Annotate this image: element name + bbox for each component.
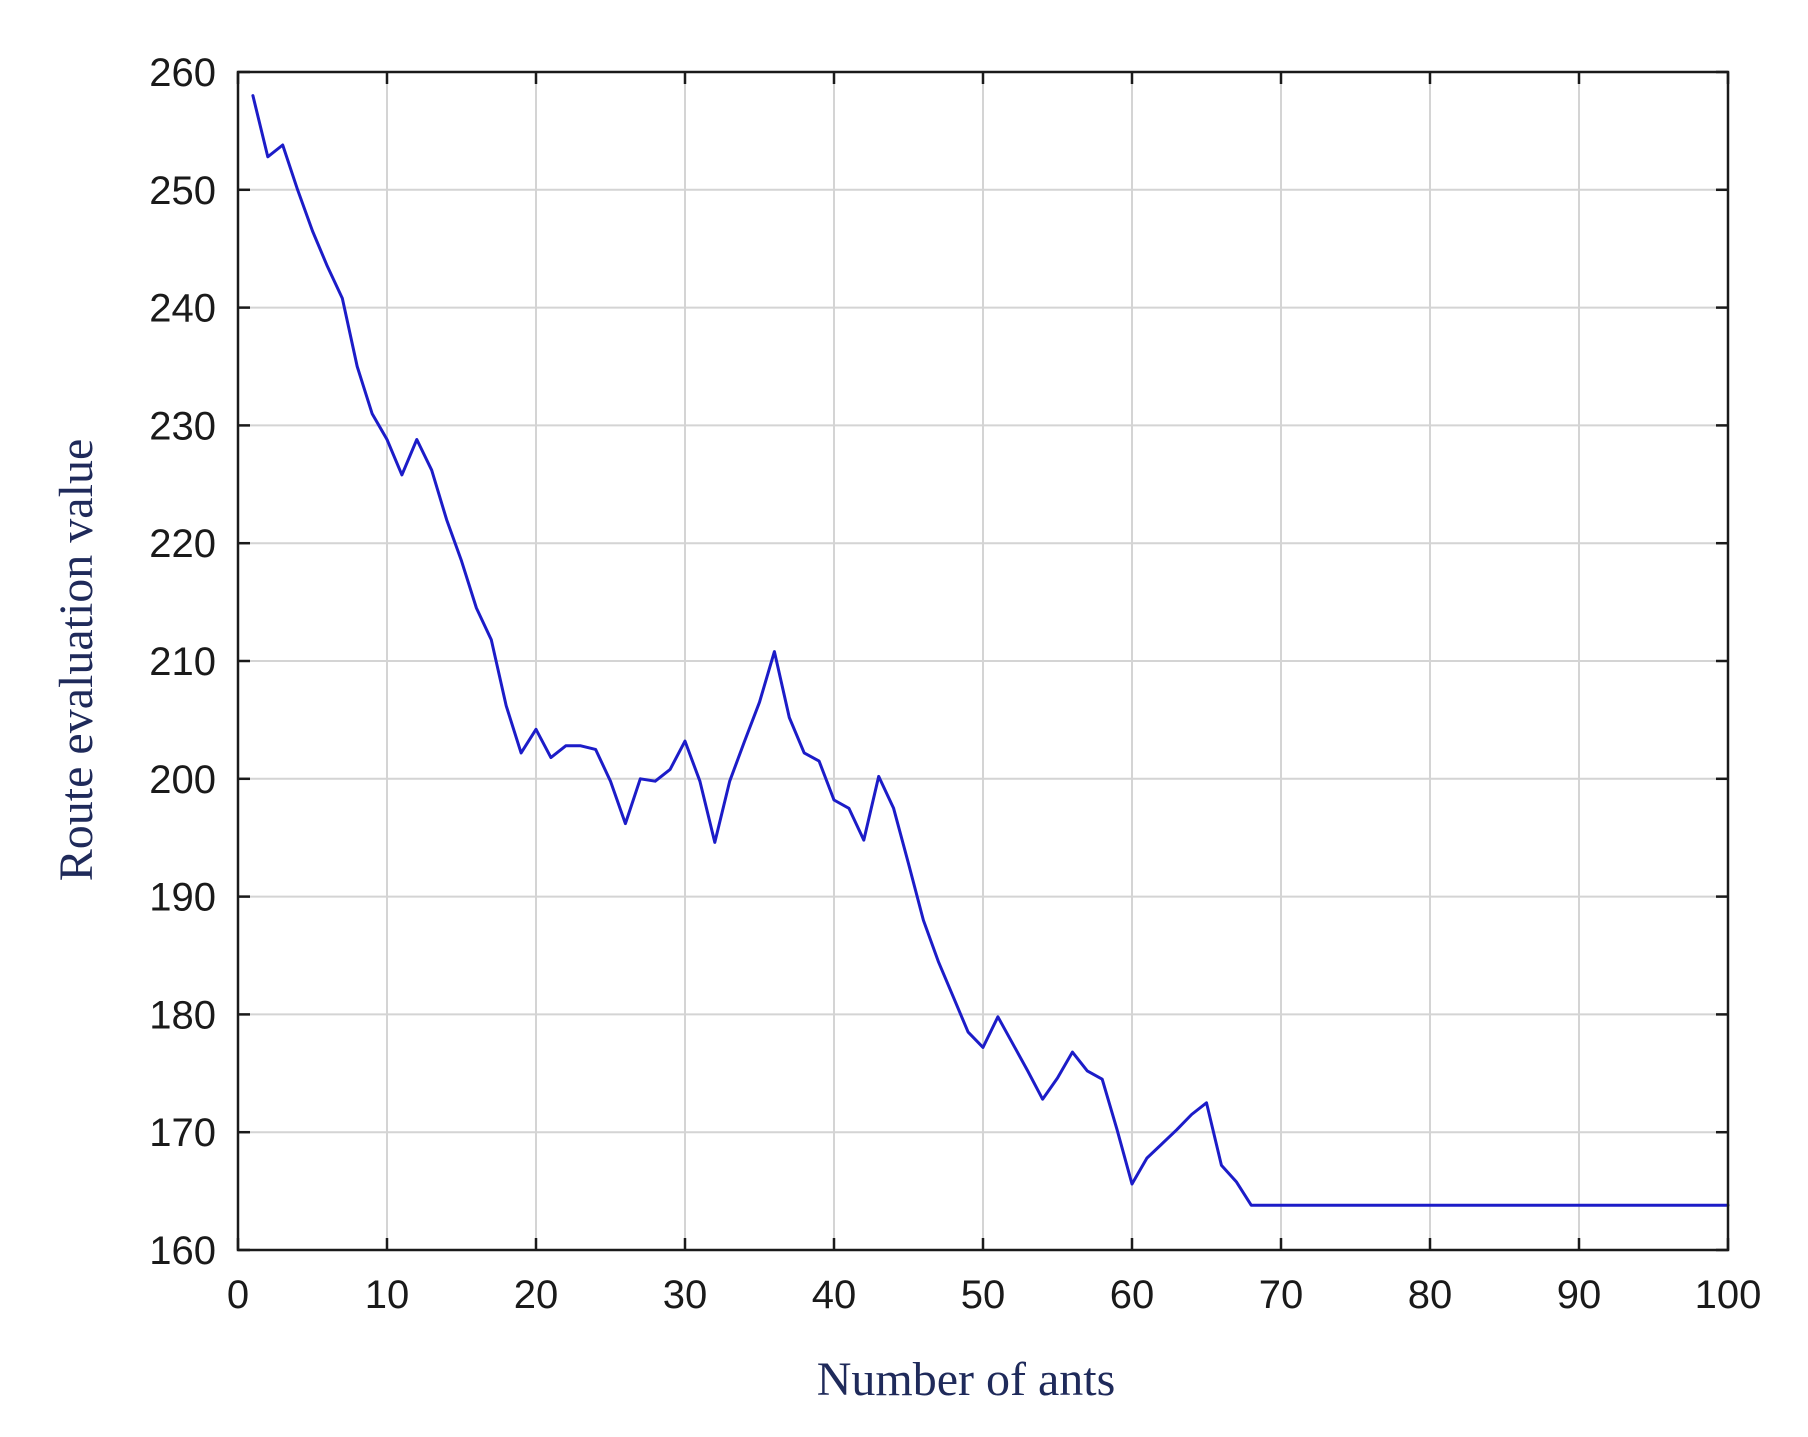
x-tick-label: 70 <box>1259 1273 1304 1317</box>
x-tick-label: 0 <box>227 1273 249 1317</box>
y-tick-label: 160 <box>149 1229 216 1273</box>
x-tick-labels: 0 10 20 30 40 50 60 70 80 90 100 <box>227 1273 1762 1317</box>
y-tick-label: 250 <box>149 169 216 213</box>
x-tick-label: 20 <box>514 1273 559 1317</box>
x-tick-label: 30 <box>663 1273 708 1317</box>
x-axis-title: Number of ants <box>817 1353 1116 1406</box>
y-tick-label: 180 <box>149 993 216 1037</box>
x-tick-label: 40 <box>812 1273 857 1317</box>
x-tick-label: 100 <box>1695 1273 1762 1317</box>
x-tick-label: 80 <box>1408 1273 1453 1317</box>
y-tick-label: 260 <box>149 51 216 95</box>
grid <box>238 72 1728 1250</box>
y-tick-label: 220 <box>149 522 216 566</box>
y-tick-label: 190 <box>149 876 216 920</box>
x-tick-label: 50 <box>961 1273 1006 1317</box>
y-tick-label: 240 <box>149 287 216 331</box>
y-tick-label: 170 <box>149 1111 216 1155</box>
y-axis-title: Route evaluation value <box>50 439 103 882</box>
y-tick-labels: 160 170 180 190 200 210 220 230 240 250 260 <box>149 51 216 1273</box>
x-tick-label: 10 <box>365 1273 410 1317</box>
axis-ticks <box>236 70 1730 1252</box>
x-tick-label: 60 <box>1110 1273 1155 1317</box>
y-tick-label: 230 <box>149 404 216 448</box>
y-tick-label: 210 <box>149 640 216 684</box>
x-tick-label: 90 <box>1557 1273 1602 1317</box>
series-line <box>251 94 1730 1207</box>
y-tick-label: 200 <box>149 758 216 802</box>
series-layer <box>251 94 1730 1207</box>
